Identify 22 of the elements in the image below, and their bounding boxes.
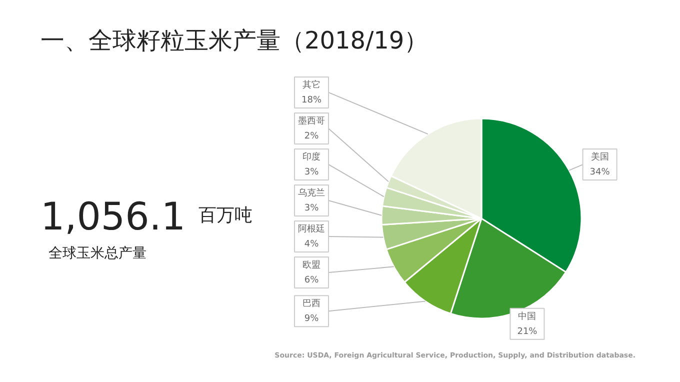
slice-label: 美国	[590, 152, 609, 163]
data-label: 3%	[304, 167, 320, 178]
data-label: 21%	[517, 326, 538, 337]
slice-label: 巴西	[302, 299, 320, 310]
slice-label: 阿根廷	[298, 223, 325, 234]
slice-label: 乌克兰	[298, 187, 325, 198]
slice-label: 其它	[302, 79, 320, 90]
chart-title: 一、全球籽粒玉米产量（2018/19）	[40, 26, 428, 54]
data-label: 9%	[304, 314, 320, 324]
data-label: 6%	[304, 275, 320, 286]
data-label: 34%	[590, 168, 610, 178]
slice-label: 中国	[518, 310, 536, 322]
data-label: 18%	[302, 95, 322, 106]
slice-label: 印度	[302, 151, 320, 162]
slice-label: 墨西哥	[298, 115, 325, 126]
data-label: 2%	[304, 131, 320, 142]
data-label: 3%	[304, 203, 320, 214]
text: 1,056.1	[40, 194, 186, 238]
slice-label: 欧盟	[302, 259, 320, 270]
text: 全球玉米总产量	[48, 246, 146, 262]
data-label: 4%	[304, 239, 320, 250]
text: 百万吨	[198, 205, 252, 226]
